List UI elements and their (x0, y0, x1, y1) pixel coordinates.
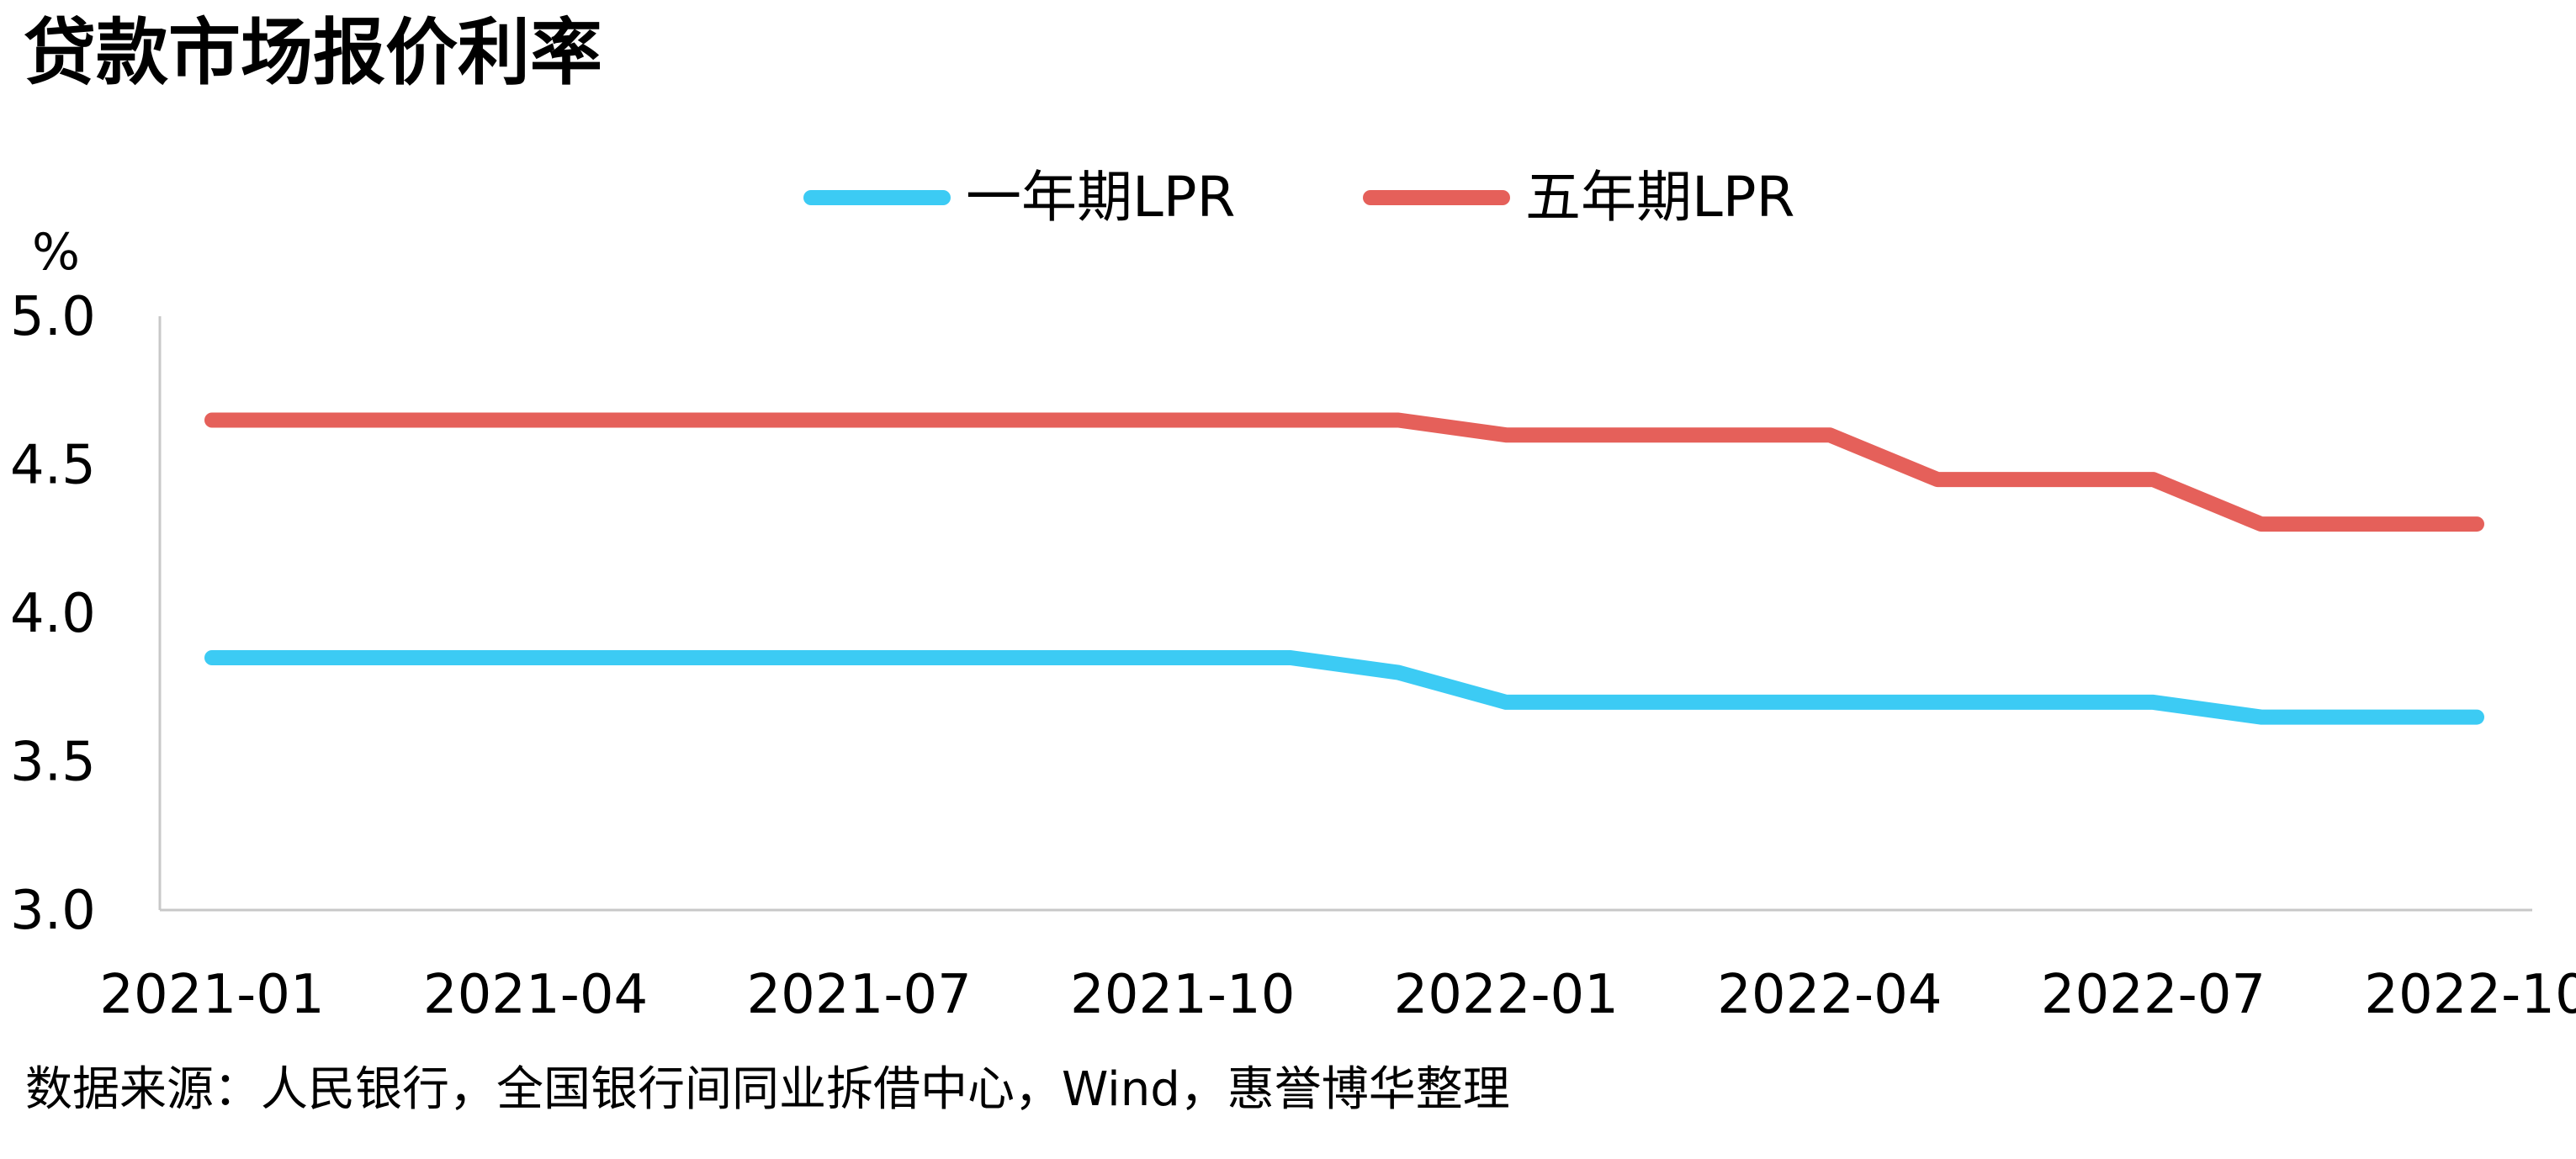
data-point-series-1 (750, 657, 752, 659)
legend-item-series-2: 五年期LPR (1363, 160, 1794, 236)
y-tick-label: 4.0 (10, 583, 96, 645)
data-point-series-2 (1937, 479, 1938, 480)
data-point-series-1 (1182, 657, 1184, 659)
y-tick-label: 3.5 (10, 732, 96, 794)
data-point-series-1 (1505, 701, 1507, 703)
data-point-series-1 (1829, 701, 1831, 703)
legend-label-series-1: 一年期LPR (966, 165, 1236, 230)
data-point-series-2 (750, 420, 752, 421)
data-point-series-1 (1397, 672, 1399, 674)
data-point-series-2 (535, 420, 537, 421)
x-tick-label: 2021-10 (1070, 964, 1295, 1026)
data-point-series-2 (211, 420, 213, 421)
data-point-series-2 (1829, 434, 1831, 436)
legend-swatch-series-1 (803, 190, 951, 205)
y-tick-label: 4.5 (10, 435, 96, 497)
data-point-series-2 (1290, 420, 1291, 421)
data-point-series-2 (1397, 420, 1399, 421)
data-point-series-1 (1937, 701, 1938, 703)
x-tick-label: 2022-07 (2041, 964, 2266, 1026)
source-note: 数据来源：人民银行，全国银行间同业拆借中心，Wind，惠誉博华整理 (25, 1062, 1510, 1117)
y-tick-label: 5.0 (10, 286, 96, 348)
legend-label-series-2: 五年期LPR (1525, 165, 1795, 230)
data-point-series-1 (427, 657, 428, 659)
x-tick-label: 2022-10 (2364, 964, 2576, 1026)
data-point-series-2 (2368, 523, 2370, 525)
data-point-series-1 (1290, 657, 1291, 659)
data-point-series-2 (858, 420, 860, 421)
x-tick-label: 2021-07 (746, 964, 971, 1026)
data-point-series-2 (2152, 479, 2154, 480)
legend-item-series-1: 一年期LPR (803, 160, 1235, 236)
data-point-series-2 (1074, 420, 1076, 421)
data-point-series-2 (427, 420, 428, 421)
y-tick-label: 3.0 (10, 880, 96, 942)
y-axis-unit: % (32, 223, 81, 282)
data-point-series-2 (1505, 434, 1507, 436)
x-tick-label: 2021-04 (423, 964, 648, 1026)
data-point-series-1 (2044, 701, 2046, 703)
data-point-series-1 (643, 657, 644, 659)
data-point-series-1 (2152, 701, 2154, 703)
data-point-series-2 (2476, 523, 2478, 525)
data-point-series-2 (1182, 420, 1184, 421)
legend: 一年期LPR 五年期LPR (0, 160, 2576, 236)
x-tick-label: 2021-01 (99, 964, 324, 1026)
data-point-series-1 (211, 657, 213, 659)
data-point-series-2 (1721, 434, 1723, 436)
data-point-series-1 (1721, 701, 1723, 703)
x-tick-label: 2022-04 (1717, 964, 1942, 1026)
series-line-2 (204, 412, 2484, 532)
legend-swatch-series-2 (1363, 190, 1510, 205)
data-point-series-1 (1074, 657, 1076, 659)
data-point-series-2 (643, 420, 644, 421)
series-line-1 (204, 650, 2484, 725)
data-point-series-1 (535, 657, 537, 659)
data-point-series-2 (2044, 479, 2046, 480)
x-tick-label: 2022-01 (1394, 964, 1619, 1026)
data-point-series-1 (319, 657, 321, 659)
data-point-series-1 (858, 657, 860, 659)
data-point-series-2 (319, 420, 321, 421)
chart-title: 贷款市场报价利率 (24, 10, 602, 95)
